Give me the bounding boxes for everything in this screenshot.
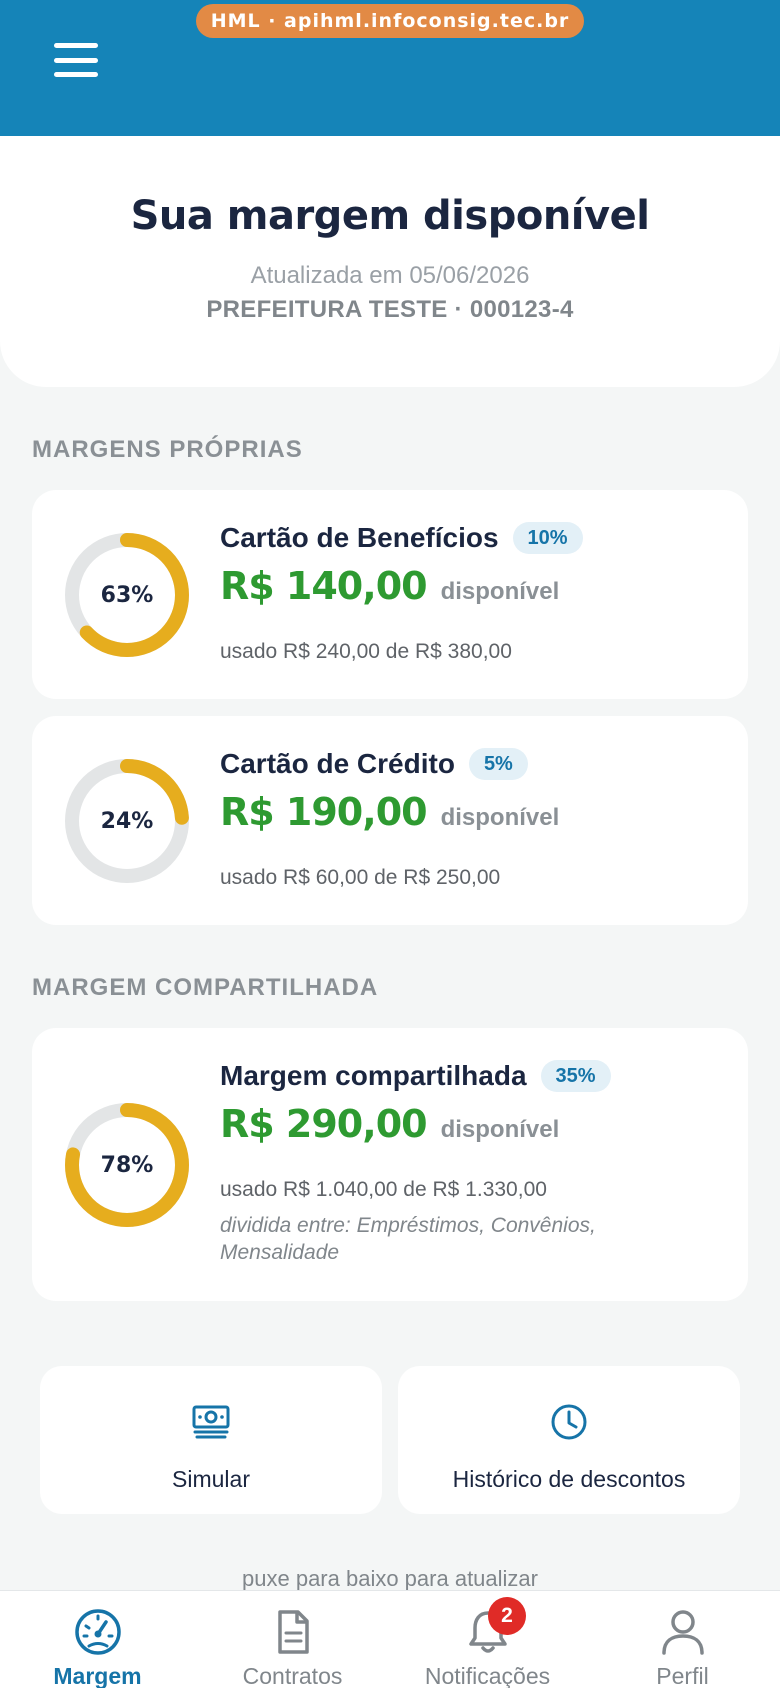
- top-app-bar: HML · apihml.infoconsig.tec.br: [0, 0, 780, 136]
- available-amount: R$ 290,00: [220, 1102, 428, 1146]
- money-icon: [40, 1402, 382, 1442]
- nav-item-margem[interactable]: Margem: [0, 1591, 195, 1688]
- available-label: disponível: [440, 804, 560, 831]
- margin-percent-badge: 10%: [512, 522, 583, 554]
- last-updated-text: Atualizada em 05/06/2026: [250, 262, 530, 289]
- pull-to-refresh-hint: puxe para baixo para atualizar: [242, 1566, 538, 1591]
- margin-card[interactable]: 24% Cartão de Crédito 5% R$ 190,00 dispo…: [32, 716, 748, 925]
- margin-percent-badge: 5%: [468, 748, 528, 780]
- bottom-navigation: Margem Contratos Notificações 2: [0, 1590, 780, 1688]
- environment-badge: HML · apihml.infoconsig.tec.br: [196, 4, 584, 38]
- hamburger-menu-icon[interactable]: [52, 40, 100, 80]
- section-label-shared-margin: MARGEM COMPARTILHADA: [32, 974, 379, 1001]
- user-icon: [585, 1607, 780, 1657]
- page-title: Sua margem disponível: [130, 193, 650, 239]
- discount-history-button[interactable]: Histórico de descontos: [398, 1366, 740, 1514]
- margin-title: Cartão de Crédito: [220, 748, 455, 779]
- document-icon: [195, 1607, 390, 1657]
- used-amount-text: usado R$ 240,00 de R$ 380,00: [220, 640, 512, 663]
- nav-label: Contratos: [242, 1663, 343, 1688]
- available-amount: R$ 190,00: [220, 790, 428, 834]
- simulate-button[interactable]: Simular: [40, 1366, 382, 1514]
- usage-donut: 63%: [62, 530, 192, 660]
- nav-label: Notificações: [424, 1663, 551, 1688]
- organization-text: PREFEITURA TESTE · 000123-4: [206, 296, 574, 323]
- usage-donut: 24%: [62, 756, 192, 886]
- discount-history-label: Histórico de descontos: [452, 1466, 686, 1492]
- usage-percent: 24%: [100, 808, 154, 834]
- nav-label: Perfil: [656, 1663, 709, 1688]
- nav-label: Margem: [53, 1663, 142, 1688]
- nav-item-perfil[interactable]: Perfil: [585, 1591, 780, 1688]
- nav-item-contratos[interactable]: Contratos: [195, 1591, 390, 1688]
- margin-card[interactable]: 63% Cartão de Benefícios 10% R$ 140,00 d…: [32, 490, 748, 699]
- nav-item-notificacoes[interactable]: Notificações: [390, 1591, 585, 1688]
- margin-title: Margem compartilhada: [220, 1060, 527, 1091]
- notification-count-badge: 2: [488, 1597, 526, 1635]
- usage-percent: 78%: [100, 1152, 154, 1178]
- usage-percent: 63%: [100, 582, 154, 608]
- available-label: disponível: [440, 578, 560, 605]
- section-label-own-margins: MARGENS PRÓPRIAS: [32, 436, 303, 463]
- margin-summary-header: Sua margem disponível Atualizada em 05/0…: [0, 136, 780, 387]
- speedometer-icon: [0, 1607, 195, 1657]
- clock-icon: [398, 1402, 740, 1442]
- shared-split-text: dividida entre: Empréstimos, Convênios, …: [220, 1214, 596, 1264]
- used-amount-text: usado R$ 1.040,00 de R$ 1.330,00: [220, 1178, 547, 1201]
- usage-donut: 78%: [62, 1100, 192, 1230]
- margin-percent-badge: 35%: [540, 1060, 611, 1092]
- available-amount: R$ 140,00: [220, 564, 428, 608]
- shared-margin-card[interactable]: 78% Margem compartilhada 35% R$ 290,00 d…: [32, 1028, 748, 1301]
- simulate-label: Simular: [172, 1466, 250, 1492]
- available-label: disponível: [440, 1116, 560, 1143]
- margin-title: Cartão de Benefícios: [220, 522, 499, 553]
- used-amount-text: usado R$ 60,00 de R$ 250,00: [220, 866, 501, 889]
